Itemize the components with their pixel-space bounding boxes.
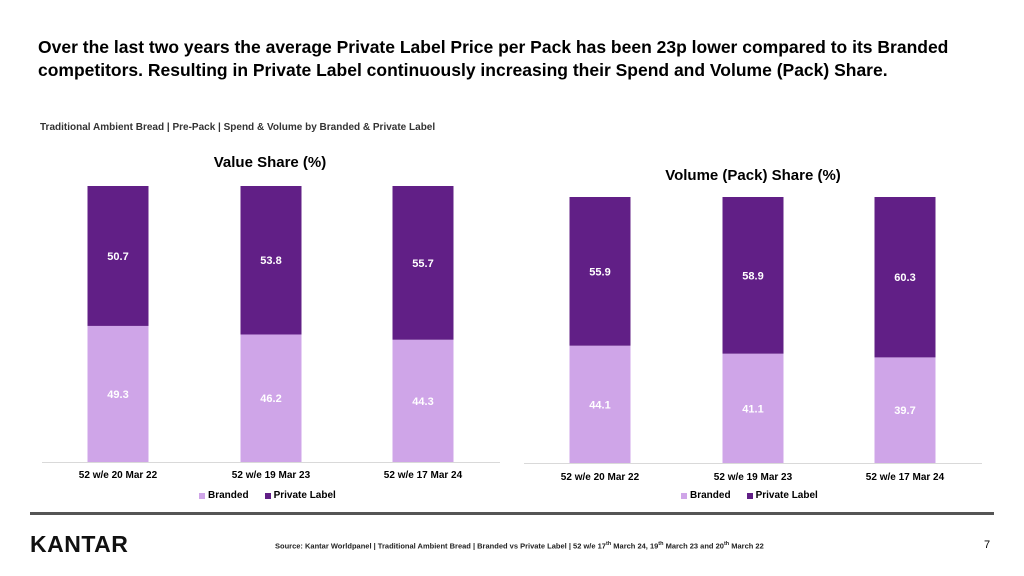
data-label-branded: 44.3 bbox=[412, 396, 433, 408]
source-note: Source: Kantar Worldpanel | Traditional … bbox=[275, 541, 764, 551]
data-label-private-label: 55.9 bbox=[589, 266, 610, 278]
headline: Over the last two years the average Priv… bbox=[38, 37, 949, 80]
kantar-logo: KANTAR bbox=[30, 531, 129, 557]
legend-item-branded: Branded bbox=[199, 490, 249, 501]
volume-share-chart-title: Volume (Pack) Share (%) bbox=[665, 167, 841, 184]
data-label-branded: 49.3 bbox=[107, 389, 128, 401]
x-tick-label: 52 w/e 19 Mar 23 bbox=[232, 470, 311, 481]
bar-branded-52-w-e-20-mar-22 bbox=[87, 325, 149, 462]
bar-branded-52-w-e-17-mar-24 bbox=[874, 357, 936, 463]
subtitle: Traditional Ambient Bread | Pre-Pack | S… bbox=[40, 122, 436, 133]
bar-private-label-52-w-e-17-mar-24 bbox=[874, 197, 936, 358]
data-label-private-label: 58.9 bbox=[742, 270, 763, 282]
data-label-private-label: 60.3 bbox=[894, 272, 915, 284]
bar-branded-52-w-e-19-mar-23 bbox=[240, 334, 302, 462]
value-share-legend: Branded Private Label bbox=[199, 490, 336, 501]
x-tick-label: 52 w/e 19 Mar 23 bbox=[714, 472, 793, 483]
bar-private-label-52-w-e-19-mar-23 bbox=[240, 186, 302, 335]
legend-item-private-label: Private Label bbox=[746, 490, 818, 501]
x-tick-label: 52 w/e 20 Mar 22 bbox=[79, 470, 158, 481]
x-tick-label: 52 w/e 17 Mar 24 bbox=[866, 472, 945, 483]
x-tick-label: 52 w/e 20 Mar 22 bbox=[561, 472, 640, 483]
data-label-branded: 46.2 bbox=[260, 393, 281, 405]
legend-label-private-label: Private Label bbox=[273, 490, 336, 501]
bar-branded-52-w-e-20-mar-22 bbox=[569, 345, 631, 463]
x-tick-label: 52 w/e 17 Mar 24 bbox=[384, 470, 463, 481]
bar-branded-52-w-e-17-mar-24 bbox=[392, 339, 454, 462]
bar-branded-52-w-e-19-mar-23 bbox=[722, 353, 784, 463]
legend-label-branded: Branded bbox=[208, 490, 249, 501]
legend-swatch-branded bbox=[681, 492, 687, 499]
volume-share-legend: Branded Private Label bbox=[681, 490, 818, 501]
bar-private-label-52-w-e-19-mar-23 bbox=[722, 197, 784, 354]
data-label-private-label: 50.7 bbox=[107, 251, 128, 263]
data-label-branded: 39.7 bbox=[894, 405, 915, 417]
legend-item-private-label: Private Label bbox=[264, 490, 336, 501]
legend-label-private-label: Private Label bbox=[755, 490, 818, 501]
value-share-chart-title: Value Share (%) bbox=[213, 154, 327, 171]
data-label-private-label: 55.7 bbox=[412, 258, 433, 270]
legend-swatch-branded bbox=[199, 492, 205, 499]
legend-label-branded: Branded bbox=[690, 490, 731, 501]
legend-item-branded: Branded bbox=[681, 490, 731, 501]
footer-divider bbox=[30, 512, 994, 515]
bar-private-label-52-w-e-20-mar-22 bbox=[569, 197, 631, 346]
legend-swatch-private-label bbox=[264, 492, 271, 499]
data-label-branded: 41.1 bbox=[742, 403, 763, 415]
page-number: 7 bbox=[984, 539, 991, 551]
data-label-branded: 44.1 bbox=[589, 399, 610, 411]
legend-swatch-private-label bbox=[746, 492, 753, 499]
bar-private-label-52-w-e-17-mar-24 bbox=[392, 186, 454, 340]
bar-private-label-52-w-e-20-mar-22 bbox=[87, 186, 149, 326]
data-label-private-label: 53.8 bbox=[260, 255, 281, 267]
